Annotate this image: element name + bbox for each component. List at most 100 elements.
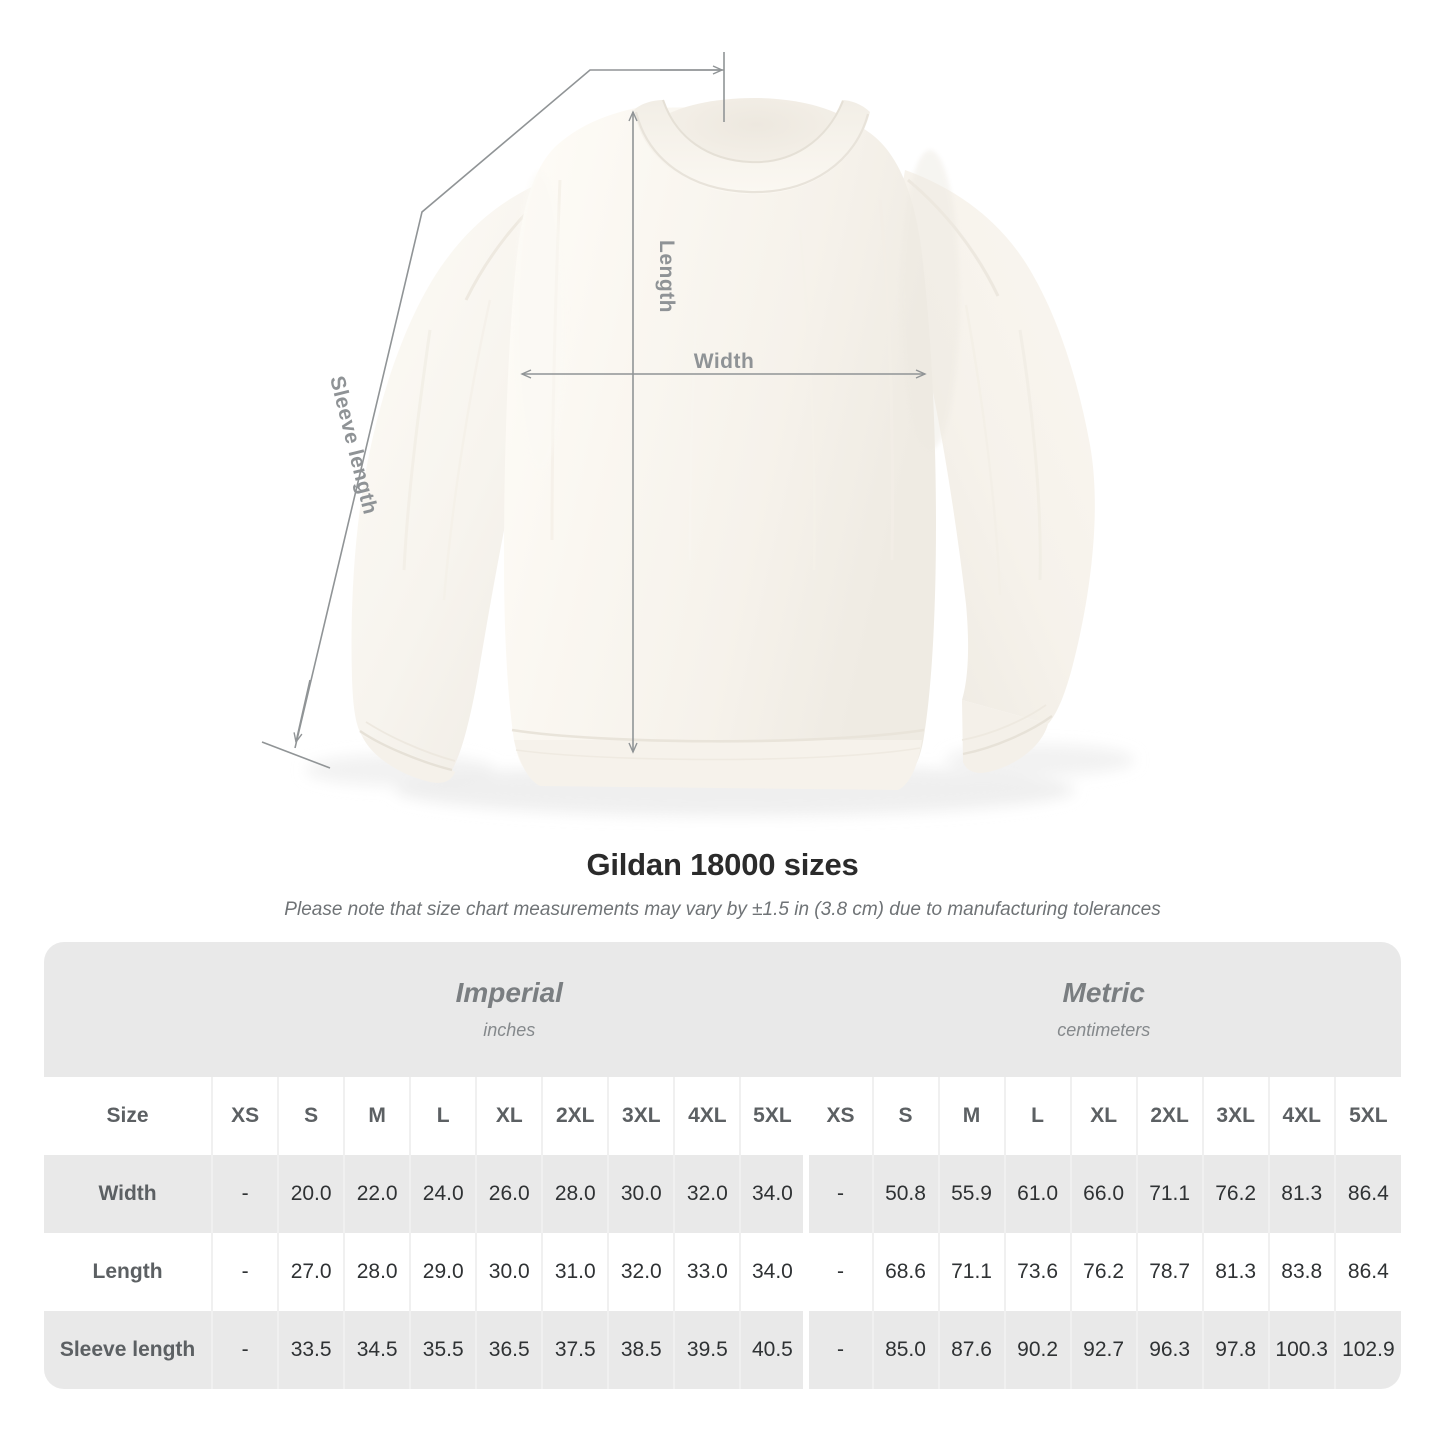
cell-metric-xs: - [803,1233,873,1311]
size-column-header: Size [44,1077,213,1155]
cell-metric-s: 68.6 [871,1233,939,1311]
page-title: Gildan 18000 sizes [586,847,859,882]
cell-metric-xl: 76.2 [1069,1233,1137,1311]
size-header-metric-3xl: 3XL [1201,1077,1269,1155]
size-header-row: Size XS S M L XL 2XL 3XL 4XL 5XL XS S M L XL 2XL 3XL 4XL 5… [44,1077,1401,1155]
cell-imperial-5xl: 34.0 [739,1233,807,1311]
cell-metric-2xl: 96.3 [1135,1311,1203,1389]
tolerance-note: Please note that size chart measurements… [284,899,1161,920]
measurement-annotations [261,52,927,769]
cell-metric-5xl: 86.4 [1333,1233,1401,1311]
length-label: Length [655,240,678,313]
unit-name: Metric [1062,976,1145,1008]
unit-subtitle: centimeters [1057,1019,1151,1040]
cell-imperial-xs: - [211,1233,279,1311]
size-header-imperial-2xl: 2XL [541,1077,609,1155]
cell-imperial-4xl: 39.5 [673,1311,741,1389]
cell-metric-3xl: 76.2 [1201,1155,1269,1233]
cell-metric-2xl: 71.1 [1135,1155,1203,1233]
cell-metric-l: 73.6 [1003,1233,1071,1311]
row-label-length: Length [44,1233,213,1311]
cell-metric-4xl: 81.3 [1267,1155,1335,1233]
sleeve-length-measure-line [294,69,724,749]
size-header-metric-4xl: 4XL [1267,1077,1335,1155]
cell-metric-3xl: 97.8 [1201,1311,1269,1389]
cell-metric-4xl: 83.8 [1267,1233,1335,1311]
cell-imperial-m: 34.5 [343,1311,411,1389]
cell-metric-m: 71.1 [937,1233,1005,1311]
cell-metric-s: 50.8 [871,1155,939,1233]
cell-imperial-3xl: 38.5 [607,1311,675,1389]
cell-metric-s: 85.0 [871,1311,939,1389]
cell-imperial-xl: 30.0 [475,1233,543,1311]
cell-imperial-2xl: 31.0 [541,1233,609,1311]
cell-imperial-s: 20.0 [277,1155,345,1233]
size-header-imperial-3xl: 3XL [607,1077,675,1155]
size-header-metric-xs: XS [803,1077,873,1155]
size-header-imperial-5xl: 5XL [739,1077,807,1155]
size-header-imperial-l: L [409,1077,477,1155]
cell-imperial-xl: 36.5 [475,1311,543,1389]
size-header-metric-2xl: 2XL [1135,1077,1203,1155]
table-row: Length -27.0 28.0 29.0 30.0 31.0 32.0 33.0 34.0-… [44,1233,1401,1311]
cell-imperial-2xl: 28.0 [541,1155,609,1233]
size-header-imperial-xl: XL [475,1077,543,1155]
garment-body [504,98,960,790]
cell-imperial-l: 29.0 [409,1233,477,1311]
cell-imperial-m: 22.0 [343,1155,411,1233]
cell-imperial-m: 28.0 [343,1233,411,1311]
cell-imperial-xs: - [211,1311,279,1389]
cell-imperial-3xl: 30.0 [607,1155,675,1233]
size-header-metric-m: M [937,1077,1005,1155]
cell-imperial-xs: - [211,1155,279,1233]
table-row: Width -20.0 22.0 24.0 26.0 28.0 30.0 32.0 34.0-5… [44,1155,1401,1233]
size-header-metric-xl: XL [1069,1077,1137,1155]
size-header-imperial-s: S [277,1077,345,1155]
cell-imperial-5xl: 34.0 [739,1155,807,1233]
cell-imperial-l: 24.0 [409,1155,477,1233]
cell-metric-m: 87.6 [937,1311,1005,1389]
unit-subtitle: inches [483,1019,536,1040]
cell-metric-4xl: 100.3 [1267,1311,1335,1389]
cell-metric-xs: - [803,1155,873,1233]
cell-metric-l: 90.2 [1003,1311,1071,1389]
size-header-metric-s: S [871,1077,939,1155]
garment-illustration: Length Width Sleeve length [261,52,1135,816]
cell-metric-xl: 92.7 [1069,1311,1137,1389]
width-label: Width [694,350,755,373]
title-block: Gildan 18000 sizes Please note that size… [0,845,1445,923]
size-header-imperial-xs: XS [211,1077,279,1155]
unit-banner-row: Imperial inches Metric centimeters [44,942,1401,1077]
size-header-imperial-m: M [343,1077,411,1155]
size-table: Imperial inches Metric centimeters Size XS S M L… [44,942,1401,1389]
cell-metric-2xl: 78.7 [1135,1233,1203,1311]
cell-imperial-l: 35.5 [409,1311,477,1389]
row-label-width: Width [44,1155,213,1233]
sweatshirt-diagram-svg: Length Width Sleeve length [261,52,1135,816]
cell-imperial-s: 33.5 [277,1311,345,1389]
size-header-imperial-4xl: 4XL [673,1077,741,1155]
size-table-container: Imperial inches Metric centimeters Size XS S M L… [44,942,1401,1389]
row-label-sleeve-length: Sleeve length [44,1311,213,1389]
size-header-metric-5xl: 5XL [1333,1077,1401,1155]
unit-header-imperial: Imperial inches [212,942,807,1077]
cell-metric-5xl: 86.4 [1333,1155,1401,1233]
cell-imperial-xl: 26.0 [475,1155,543,1233]
table-row: Sleeve length -33.5 34.5 35.5 36.5 37.5 38.5 39… [44,1311,1401,1389]
banner-spacer [44,942,213,1077]
cell-metric-m: 55.9 [937,1155,1005,1233]
sleeve-end-tick [261,741,331,769]
cell-metric-xs: - [803,1311,873,1389]
cell-metric-3xl: 81.3 [1201,1233,1269,1311]
cell-imperial-5xl: 40.5 [739,1311,807,1389]
cell-imperial-4xl: 32.0 [673,1155,741,1233]
cell-metric-l: 61.0 [1003,1155,1071,1233]
cell-metric-5xl: 102.9 [1333,1311,1401,1389]
cell-metric-xl: 66.0 [1069,1155,1137,1233]
cell-imperial-3xl: 32.0 [607,1233,675,1311]
cell-imperial-4xl: 33.0 [673,1233,741,1311]
size-header-metric-l: L [1003,1077,1071,1155]
cell-imperial-2xl: 37.5 [541,1311,609,1389]
unit-header-metric: Metric centimeters [806,942,1401,1077]
